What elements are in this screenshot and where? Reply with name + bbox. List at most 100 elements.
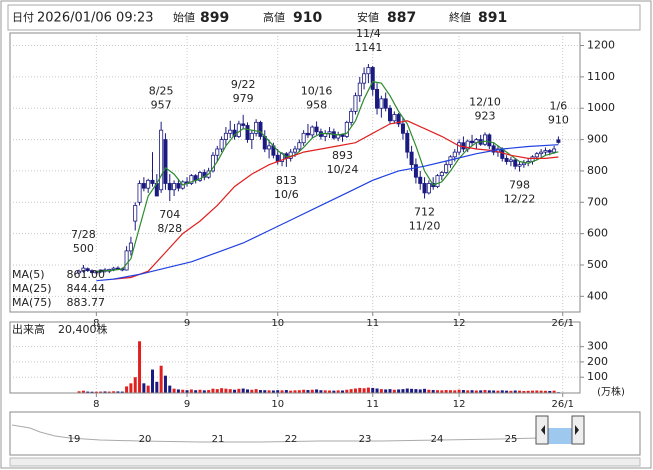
volume-bar	[328, 390, 332, 393]
candle-body	[167, 183, 172, 191]
volume-bar	[427, 389, 431, 393]
x-tick-label: 26/1	[551, 399, 573, 410]
volume-bar	[306, 390, 310, 393]
annotation-price: 893	[332, 149, 353, 162]
candle-body	[90, 270, 95, 273]
volume-bar	[448, 390, 452, 393]
y-tick-label: 1200	[587, 39, 615, 52]
volume-bar	[513, 390, 517, 393]
candle-body	[215, 148, 220, 156]
volume-bar	[440, 390, 444, 393]
y-tick-label: 700	[587, 195, 608, 208]
y-tick-label: 300	[587, 340, 608, 353]
annotation-date: 1/6	[550, 99, 568, 112]
volume-bar	[509, 390, 513, 393]
annotation-date: 11/4	[356, 27, 381, 40]
navigator-label: 25	[505, 434, 518, 445]
candle-body	[457, 142, 462, 153]
candle-body	[94, 271, 99, 274]
scrollbar[interactable]	[9, 457, 641, 467]
candle-body	[504, 157, 509, 162]
candle-body	[362, 73, 367, 84]
date-label: 日付	[12, 11, 34, 24]
field-label: 高値	[263, 10, 285, 24]
x-tick-label: 8	[93, 399, 99, 410]
volume-bar	[207, 390, 211, 393]
navigator-window[interactable]	[545, 428, 575, 444]
legend-name: MA(25)	[12, 282, 52, 295]
field-value: 899	[200, 10, 229, 26]
volume-bar	[151, 369, 154, 393]
y-tick-label: 400	[587, 289, 608, 302]
candle-body	[241, 123, 246, 126]
volume-bar	[129, 383, 133, 393]
candle-body	[396, 114, 401, 125]
x-tick-label: 9	[184, 399, 190, 410]
volume-bar	[263, 390, 267, 393]
volume-bar	[401, 389, 405, 393]
navigator	[9, 411, 641, 456]
volume-bar	[388, 389, 392, 393]
navigator-label: 19	[68, 434, 81, 445]
candle-body	[150, 179, 155, 184]
candle-body	[81, 267, 86, 272]
candle-body	[487, 134, 492, 147]
volume-bar	[479, 390, 483, 393]
volume-bar	[323, 390, 327, 393]
volume-bar	[418, 389, 422, 393]
candle-body	[470, 140, 475, 144]
candle-body	[543, 150, 548, 153]
candle-body	[418, 176, 423, 184]
volume-bar	[461, 390, 465, 393]
volume-bar	[410, 388, 414, 393]
ma-line	[113, 120, 559, 280]
candle-body	[163, 139, 168, 184]
annotation-date: 11/20	[409, 220, 441, 233]
candle-body	[305, 132, 310, 136]
x-tick-label: 8	[93, 318, 99, 329]
volume-bar	[142, 383, 146, 393]
annotation-date: 10/16	[301, 84, 333, 97]
y-tick-label: 900	[587, 133, 608, 146]
candle-body	[521, 162, 526, 166]
candle-body	[189, 175, 194, 184]
candle-body	[435, 175, 440, 188]
field-label: 安値	[357, 10, 379, 24]
volume-bar	[436, 390, 439, 393]
navigator-label: 24	[431, 434, 444, 445]
volume-title: 出来高	[12, 322, 45, 336]
annotation-price: 957	[151, 99, 172, 112]
volume-bar	[176, 389, 180, 393]
volume-bar	[146, 385, 150, 393]
x-tick-label: 11	[366, 318, 379, 329]
annotation-price: 910	[548, 113, 569, 126]
volume-bar	[539, 390, 543, 393]
volume-bar	[505, 390, 509, 393]
annotation-price: 813	[276, 174, 297, 187]
candle-body	[137, 183, 142, 203]
annotation-date: 10/6	[274, 188, 299, 201]
volume-bar	[172, 388, 176, 393]
volume-bar	[107, 391, 111, 393]
volume-bar	[250, 389, 254, 393]
volume-bar	[271, 390, 275, 393]
volume-bar	[366, 387, 370, 393]
y-tick-label: 1100	[587, 70, 615, 83]
volume-bar	[453, 390, 457, 393]
volume-bar	[112, 391, 116, 393]
volume-bar	[423, 388, 427, 393]
volume-bar	[548, 390, 552, 393]
volume-bar	[345, 389, 349, 393]
candle-body	[292, 148, 297, 153]
candle-body	[77, 270, 82, 274]
volume-bar	[496, 390, 500, 393]
volume-bar	[531, 390, 534, 393]
candle-body	[249, 132, 254, 140]
candle-body	[461, 142, 466, 150]
x-tick-label: 12	[453, 318, 466, 329]
volume-bar	[116, 391, 120, 393]
candle-body	[409, 151, 414, 166]
candle-body	[379, 98, 384, 109]
candle-body	[128, 242, 133, 252]
volume-bar	[125, 386, 129, 393]
